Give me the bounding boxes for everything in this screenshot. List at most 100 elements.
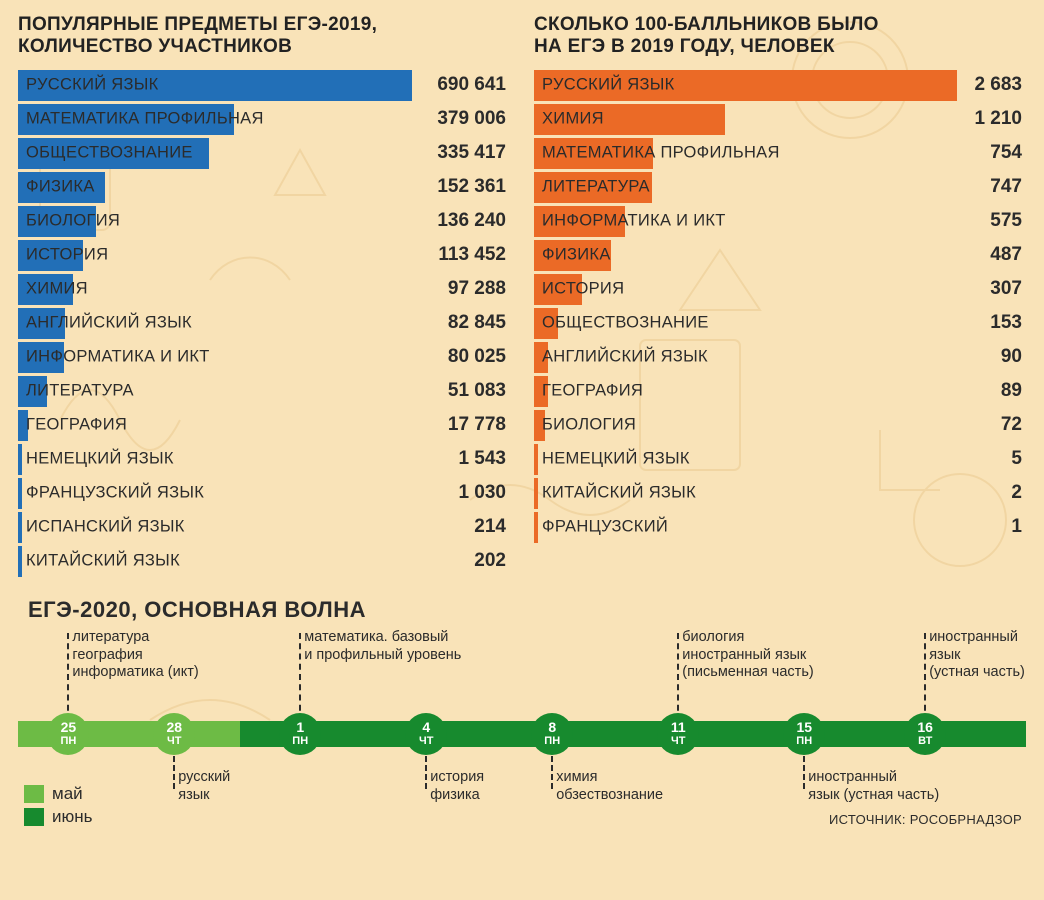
bar-value: 487: [990, 244, 1022, 266]
bar-value: 80 025: [448, 346, 506, 368]
legend-swatch: [24, 808, 44, 826]
bar-label: ЛИТЕРАТУРА: [26, 382, 134, 401]
bar-value: 754: [990, 142, 1022, 164]
right-chart-rows: РУССКИЙ ЯЗЫК2 683ХИМИЯ1 210МАТЕМАТИКА ПР…: [534, 69, 1026, 545]
timeline-note: иностранныйязык(устная часть): [929, 629, 1025, 682]
bar: [534, 444, 538, 475]
left-chart-title: ПОПУЛЯРНЫЕ ПРЕДМЕТЫ ЕГЭ-2019, КОЛИЧЕСТВО…: [18, 14, 510, 59]
timeline-marker-day: 8: [548, 720, 556, 734]
bar-value: 51 083: [448, 380, 506, 402]
bar-label: БИОЛОГИЯ: [542, 416, 636, 435]
bar-row: ИНФОРМАТИКА И ИКТ 80 025: [18, 341, 510, 374]
timeline-note: математика. базовыйи профильный уровень: [304, 629, 461, 664]
bar-value: 72: [1001, 414, 1022, 436]
bar-row: ИСПАНСКИЙ ЯЗЫК214: [18, 511, 510, 544]
left-chart-rows: РУССКИЙ ЯЗЫК690 641МАТЕМАТИКА ПРОФИЛЬНАЯ…: [18, 69, 510, 579]
bar-value: 307: [990, 278, 1022, 300]
bar-label: МАТЕМАТИКА ПРОФИЛЬНАЯ: [26, 110, 264, 129]
bar-label: ХИМИЯ: [26, 280, 88, 299]
right-chart-title-l1: СКОЛЬКО 100-БАЛЛЬНИКОВ БЫЛО: [534, 14, 1026, 36]
bar-value: 1: [1011, 516, 1022, 538]
right-chart-title: СКОЛЬКО 100-БАЛЛЬНИКОВ БЫЛО НА ЕГЭ В 201…: [534, 14, 1026, 59]
bar-value: 153: [990, 312, 1022, 334]
legend-label: июнь: [52, 807, 93, 827]
legend-row: июнь: [24, 807, 93, 827]
bar-row: МАТЕМАТИКА ПРОФИЛЬНАЯ379 006: [18, 103, 510, 136]
timeline-note: историяфизика: [430, 769, 484, 804]
right-chart-title-l2: НА ЕГЭ В 2019 ГОДУ, ЧЕЛОВЕК: [534, 36, 1026, 58]
bar-value: 747: [990, 176, 1022, 198]
bar: [18, 546, 22, 577]
bar: [18, 478, 22, 509]
bar-label: ФИЗИКА: [26, 178, 95, 197]
bar-label: ЛИТЕРАТУРА: [542, 178, 650, 197]
bar-row: БИОЛОГИЯ 72: [534, 409, 1026, 442]
bar-row: КИТАЙСКИЙ ЯЗЫК202: [18, 545, 510, 578]
bar-value: 136 240: [437, 210, 506, 232]
bar-row: ОБЩЕСТВОЗНАНИЕ153: [534, 307, 1026, 340]
bar-value: 82 845: [448, 312, 506, 334]
bar-row: РУССКИЙ ЯЗЫК690 641: [18, 69, 510, 102]
bar: [18, 512, 22, 543]
legend-row: май: [24, 784, 93, 804]
bar-label: ИНФОРМАТИКА И ИКТ: [26, 348, 210, 367]
timeline-dash: [299, 633, 301, 721]
timeline-note: русскийязык: [178, 769, 230, 804]
bar-label: ХИМИЯ: [542, 110, 604, 129]
timeline-marker-dow: ЧТ: [419, 736, 433, 747]
bar-label: ИСТОРИЯ: [26, 246, 108, 265]
bar-value: 113 452: [438, 244, 506, 266]
bar-value: 1 030: [458, 482, 506, 504]
bar-row: ЛИТЕРАТУРА 51 083: [18, 375, 510, 408]
timeline-marker-dow: ПН: [544, 736, 560, 747]
bar-value: 575: [990, 210, 1022, 232]
timeline-marker-dow: ПН: [60, 736, 76, 747]
bar-value: 90: [1001, 346, 1022, 368]
bar-value: 690 641: [437, 74, 506, 96]
bar-value: 2 683: [974, 74, 1022, 96]
timeline-note: иностранныйязык (устная часть): [808, 769, 939, 804]
timeline-marker: 1ПН: [279, 713, 321, 755]
timeline-marker-dow: ПН: [292, 736, 308, 747]
bar-row: КИТАЙСКИЙ ЯЗЫК 2: [534, 477, 1026, 510]
timeline-marker-day: 25: [61, 720, 77, 734]
timeline-dash: [67, 633, 69, 721]
bar: [534, 478, 538, 509]
right-chart: СКОЛЬКО 100-БАЛЛЬНИКОВ БЫЛО НА ЕГЭ В 201…: [534, 14, 1026, 579]
left-chart-title-l2: КОЛИЧЕСТВО УЧАСТНИКОВ: [18, 36, 510, 58]
bar-label: ГЕОГРАФИЯ: [542, 382, 643, 401]
timeline-legend: май июнь: [24, 781, 93, 827]
timeline-marker-dow: ПН: [796, 736, 812, 747]
timeline-marker: 16ВТ: [904, 713, 946, 755]
bar-value: 1 210: [974, 108, 1022, 130]
timeline-marker-day: 4: [422, 720, 430, 734]
left-chart: ПОПУЛЯРНЫЕ ПРЕДМЕТЫ ЕГЭ-2019, КОЛИЧЕСТВО…: [18, 14, 510, 579]
left-chart-title-l1: ПОПУЛЯРНЫЕ ПРЕДМЕТЫ ЕГЭ-2019,: [18, 14, 510, 36]
bar-label: ИСПАНСКИЙ ЯЗЫК: [26, 518, 185, 537]
bar-row: ГЕОГРАФИЯ89: [534, 375, 1026, 408]
legend-swatch: [24, 785, 44, 803]
bar-row: ФРАНЦУЗСКИЙ ЯЗЫК1 030: [18, 477, 510, 510]
bar: [534, 512, 538, 543]
bar-row: ЛИТЕРАТУРА 747: [534, 171, 1026, 204]
bar-value: 2: [1011, 482, 1022, 504]
bar: [18, 444, 22, 475]
bar-row: ХИМИЯ 1 210: [534, 103, 1026, 136]
bar-row: АНГЛИЙСКИЙ ЯЗЫК 90: [534, 341, 1026, 374]
timeline-note: химияобзествознание: [556, 769, 663, 804]
bar-value: 5: [1011, 448, 1022, 470]
bar-value: 17 778: [448, 414, 506, 436]
timeline-marker-dow: ЧТ: [671, 736, 685, 747]
legend-label: май: [52, 784, 83, 804]
timeline-marker-day: 15: [796, 720, 812, 734]
timeline-dash: [677, 633, 679, 721]
bar-label: АНГЛИЙСКИЙ ЯЗЫК: [26, 314, 192, 333]
bar-label: ГЕОГРАФИЯ: [26, 416, 127, 435]
bar-row: АНГЛИЙСКИЙ ЯЗЫК 82 845: [18, 307, 510, 340]
timeline-note: биологияиностранный язык(письменная част…: [682, 629, 813, 682]
bar-label: НЕМЕЦКИЙ ЯЗЫК: [542, 450, 690, 469]
timeline-marker: 15 ПН: [783, 713, 825, 755]
bar-label: КИТАЙСКИЙ ЯЗЫК: [542, 484, 696, 503]
bar-label: АНГЛИЙСКИЙ ЯЗЫК: [542, 348, 708, 367]
bar-label: БИОЛОГИЯ: [26, 212, 120, 231]
